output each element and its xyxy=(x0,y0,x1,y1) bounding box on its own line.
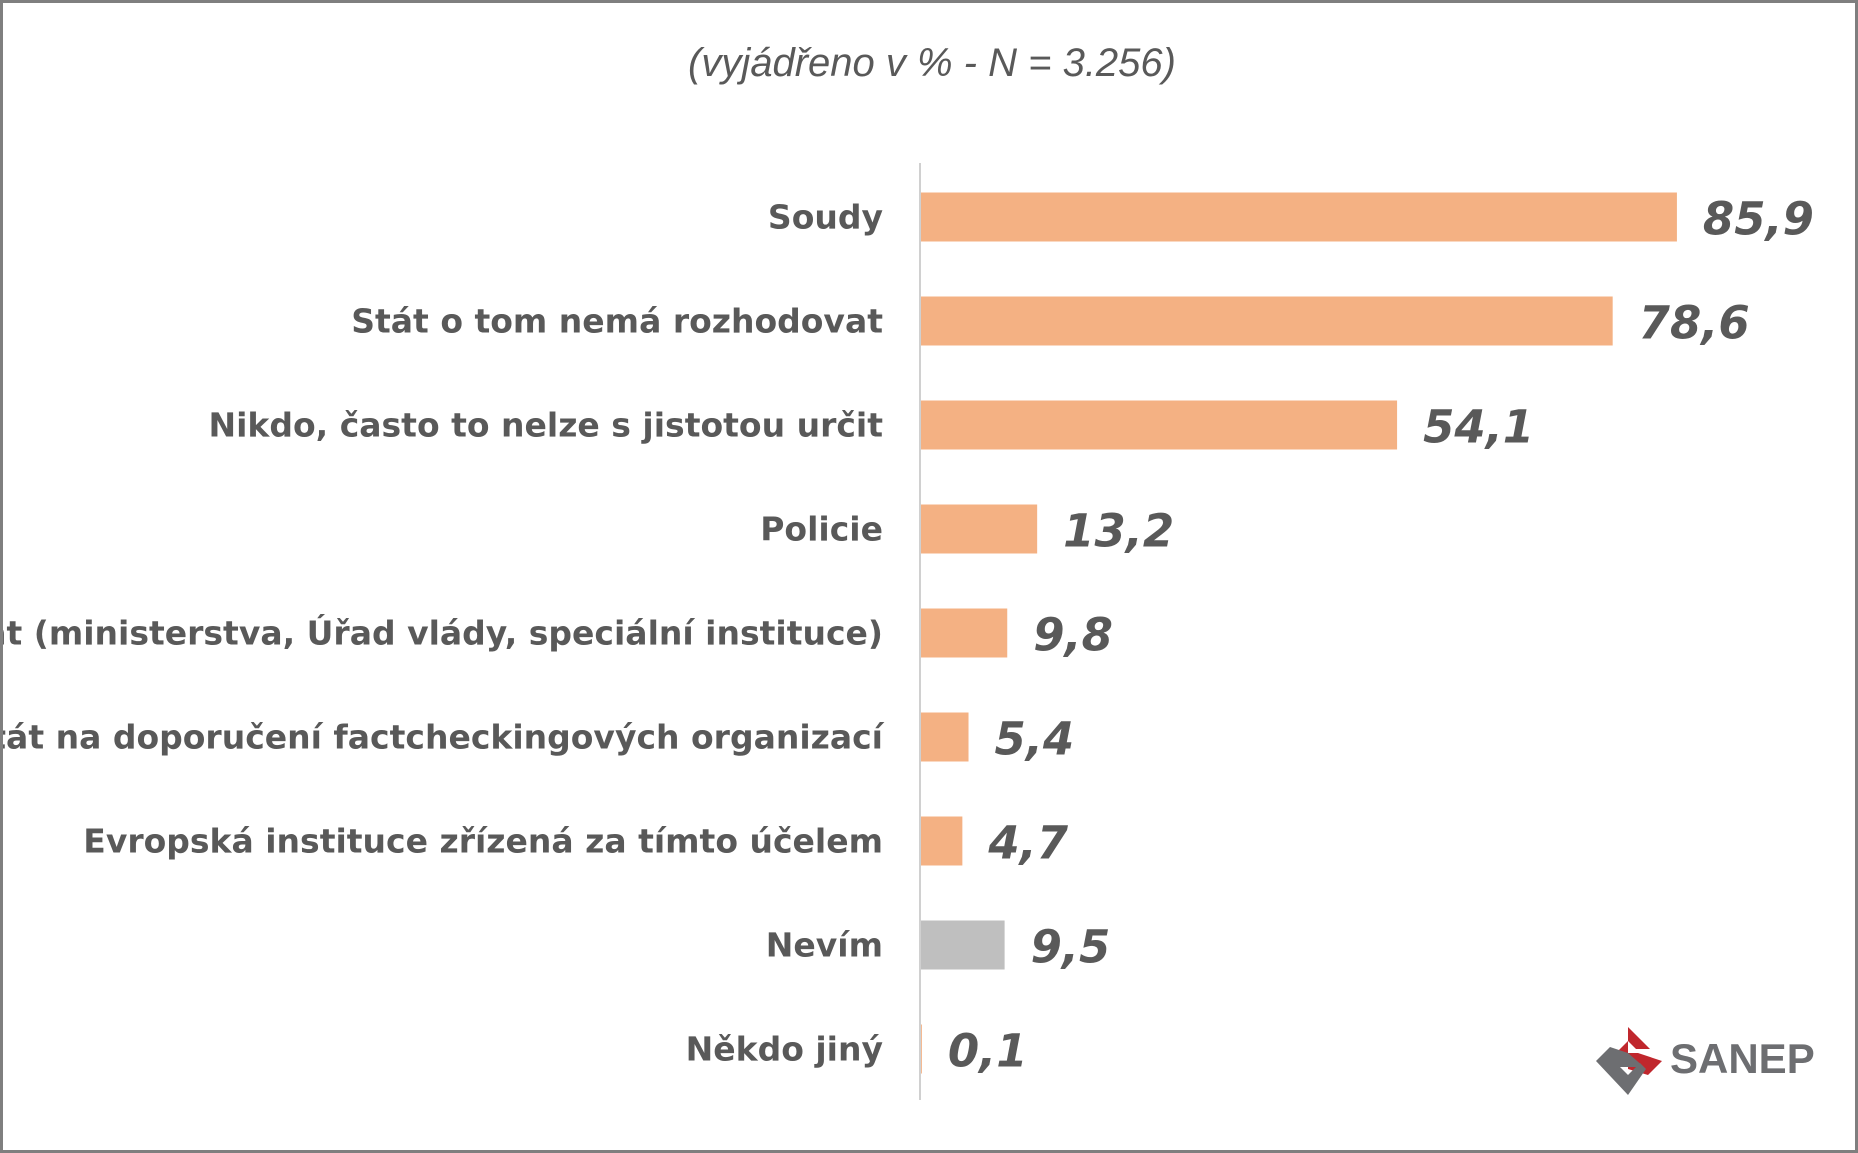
value-label: 5,4 xyxy=(995,713,1075,766)
sanep-logo-icon xyxy=(1592,1025,1664,1097)
sanep-logo-text: SANEP xyxy=(1670,1035,1815,1082)
bar xyxy=(921,400,1398,450)
bar xyxy=(921,608,1008,658)
value-label: 54,1 xyxy=(1423,401,1534,454)
category-label: Nikdo, často to nelze s jistotou určit xyxy=(209,406,884,445)
value-labels: 85,9 78,6 54,1 13,2 9,8 5,4 4,7 9,50,1 xyxy=(948,193,1814,1078)
category-labels: Soudy Stát o tom nemá rozhodovat Nikdo, ča… xyxy=(3,198,885,1069)
category-label: Policie xyxy=(760,510,883,549)
category-label: Stát (ministerstva, Úřad vlády, speciáln… xyxy=(3,613,883,653)
bar xyxy=(921,192,1677,242)
category-label: Stát o tom nemá rozhodovat xyxy=(351,302,883,341)
bar xyxy=(921,920,1005,970)
category-label: Soudy xyxy=(768,198,883,237)
value-label: 0,1 xyxy=(948,1025,1028,1078)
bar xyxy=(921,816,963,866)
category-label: Nevím xyxy=(766,926,883,965)
sanep-logo: SANEP xyxy=(1588,1021,1823,1101)
value-label: 78,6 xyxy=(1639,297,1750,350)
bars xyxy=(921,192,1677,1074)
value-label: 85,9 xyxy=(1703,193,1814,246)
bar xyxy=(921,296,1613,346)
bar xyxy=(921,712,969,762)
bar xyxy=(921,1024,922,1074)
value-label: 9,8 xyxy=(1033,609,1113,662)
bar xyxy=(921,504,1038,554)
category-label: Evropská instituce zřízená za tímto účel… xyxy=(83,822,883,861)
category-label: Stát na doporučení factcheckingových org… xyxy=(3,718,885,757)
value-label: 9,5 xyxy=(1031,921,1111,974)
chart-subtitle: (vyjádřeno v % - N = 3.256) xyxy=(688,41,1176,85)
value-label: 13,2 xyxy=(1063,505,1174,558)
value-label: 4,7 xyxy=(987,817,1068,870)
bar-chart: Soudy Stát o tom nemá rozhodovat Nikdo, ča… xyxy=(3,163,1814,1100)
category-label: Někdo jiný xyxy=(686,1030,883,1069)
